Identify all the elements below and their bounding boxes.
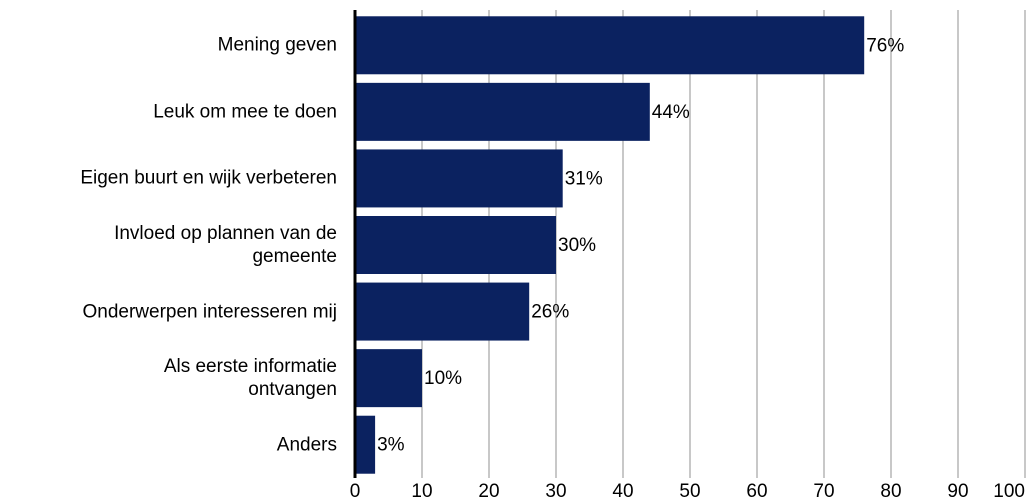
value-label: 30% xyxy=(558,235,596,256)
value-label: 26% xyxy=(531,302,569,323)
x-tick-label: 100 xyxy=(993,481,1025,502)
value-label: 31% xyxy=(565,168,603,189)
bar xyxy=(355,82,650,141)
x-tick-label: 10 xyxy=(411,481,432,502)
category-label: Als eerste informatie ontvangen xyxy=(163,356,337,401)
value-label: 44% xyxy=(652,102,690,123)
value-label: 10% xyxy=(424,368,462,389)
bar xyxy=(355,216,556,274)
bar xyxy=(355,282,530,341)
x-tick-label: 30 xyxy=(545,481,566,502)
value-label: 76% xyxy=(866,35,904,56)
x-tick-label: 50 xyxy=(679,481,700,502)
bar xyxy=(355,349,422,408)
category-label: Anders xyxy=(276,434,337,456)
category-label: Invloed op plannen van de gemeente xyxy=(114,223,337,267)
bar xyxy=(355,149,563,208)
category-label: Leuk om mee te doen xyxy=(153,101,337,123)
category-label: Eigen buurt en wijk verbeteren xyxy=(80,167,337,189)
bar xyxy=(355,415,376,474)
bar xyxy=(355,16,865,75)
value-label: 3% xyxy=(377,435,405,456)
x-tick-label: 20 xyxy=(478,481,499,502)
x-tick-label: 70 xyxy=(813,481,834,502)
x-tick-label: 0 xyxy=(350,481,361,502)
category-label: Onderwerpen interesseren mij xyxy=(82,301,337,323)
x-tick-label: 60 xyxy=(746,481,767,502)
category-label: Mening geven xyxy=(217,34,337,56)
x-tick-label: 80 xyxy=(880,481,901,502)
x-tick-label: 40 xyxy=(612,481,633,502)
x-tick-label: 90 xyxy=(947,481,968,502)
